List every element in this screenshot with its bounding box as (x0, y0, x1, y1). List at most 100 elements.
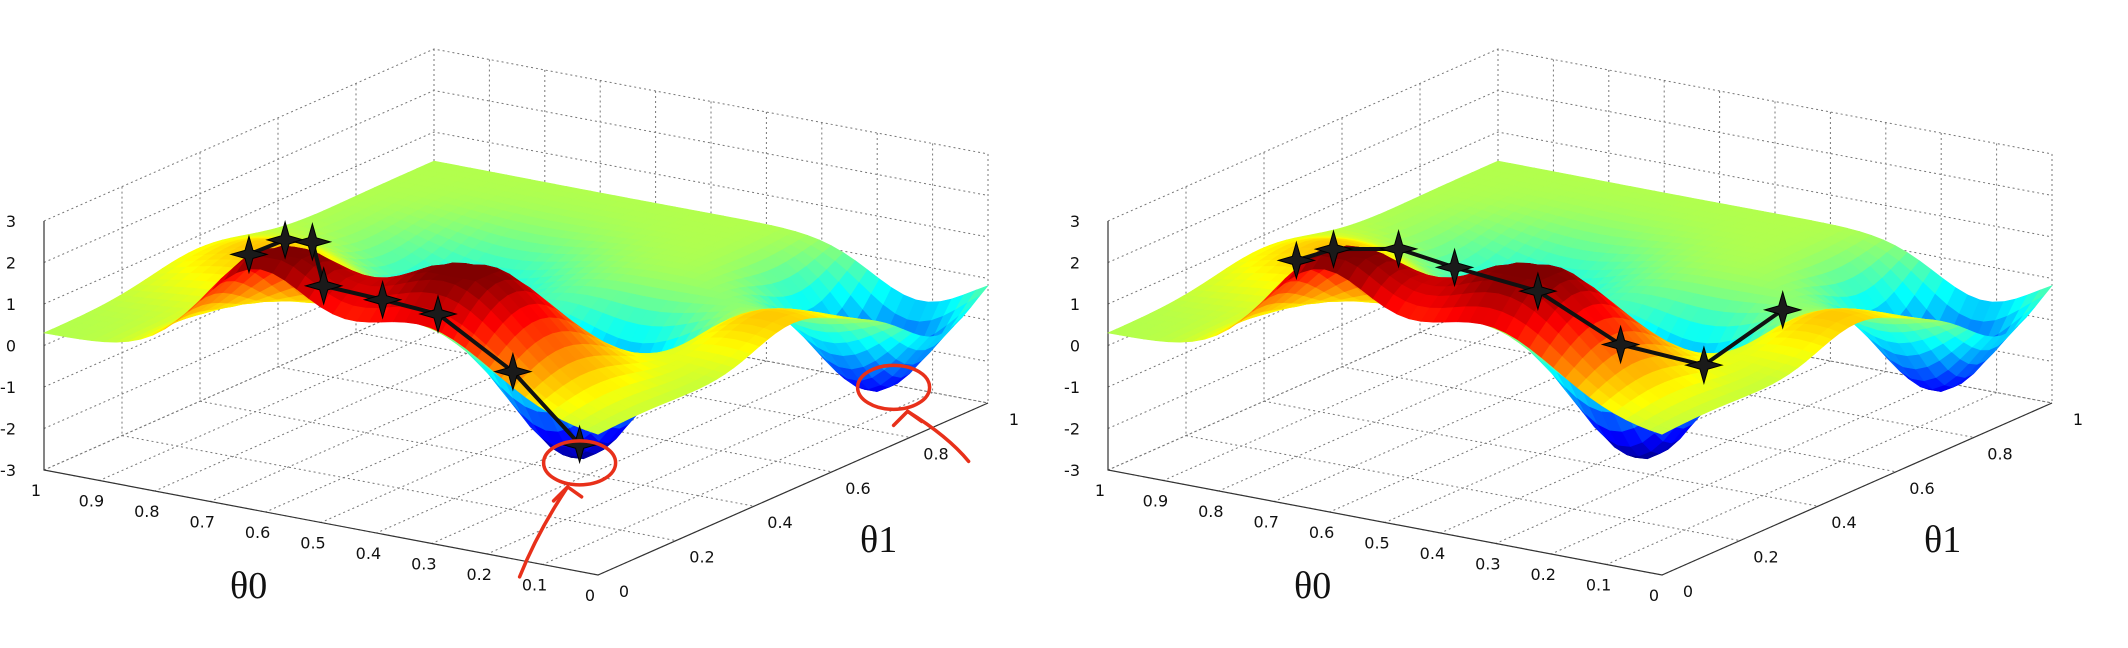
z-tick-label: -3 (0, 461, 16, 480)
tick-labels: 3 2 1 0 -1 -2 -3 1 0.9 0.8 0.7 0.6 0.5 0.4 0.3 0.2 0.1 0 0… (0, 212, 1019, 605)
z-tick-label: 1 (1070, 295, 1080, 314)
theta0-tick-label: 0.7 (189, 513, 214, 532)
descent-step-marker (1313, 229, 1354, 269)
grid-line-floor (99, 308, 490, 481)
theta1-tick-label: 0.8 (1987, 444, 2012, 463)
theta0-tick-label: 0.9 (79, 492, 104, 511)
theta1-tick-label: 0 (619, 582, 629, 601)
theta0-tick-label: 0.6 (245, 523, 270, 542)
chart-svg-left: 3 2 1 0 -1 -2 -3 1 0.9 0.8 0.7 0.6 0.5 0.4 0.3 0.2 0.1 0 0… (0, 48, 1019, 607)
axis-edges (43, 221, 989, 576)
descent-step-marker (1434, 247, 1475, 288)
theta0-tick-label: 1 (31, 481, 41, 500)
theta0-tick-label: 0.5 (1364, 534, 1389, 553)
theta0-tick-label: 0.9 (1143, 492, 1168, 511)
grid-line-z (1107, 131, 2053, 305)
grid-line-floor (1495, 371, 1887, 544)
grid-line-floor (542, 392, 933, 565)
theta1-tick-label: 1 (1009, 410, 1019, 429)
grid-line-floor (376, 360, 767, 534)
grid-line-floor (1185, 435, 1741, 542)
theta1-tick-label: 0.4 (767, 513, 792, 532)
theta1-axis-title: θ1 (860, 519, 897, 561)
grid-line-floor (486, 381, 878, 555)
theta0-axis-title: θ0 (1294, 565, 1331, 607)
descent-step-marker (1684, 345, 1724, 385)
annotation-arrowhead (551, 484, 584, 503)
theta1-tick-label: 0.8 (923, 444, 948, 463)
theta0-tick-label: 0.2 (466, 565, 491, 584)
z-tick-label: -3 (1064, 461, 1080, 480)
grid-line-floor (121, 435, 677, 542)
z-tick-label: -2 (1064, 420, 1080, 439)
grid-line-floor (1606, 392, 1997, 565)
descent-step-marker (1600, 324, 1641, 365)
theta0-tick-label: 0.7 (1253, 513, 1278, 532)
annotation-arrowhead (891, 409, 924, 428)
descent-path (229, 220, 600, 465)
descent-step-marker (1378, 229, 1419, 269)
z-tick-label: 2 (1070, 254, 1080, 273)
tick-labels: 3 2 1 0 -1 -2 -3 1 0.9 0.8 0.7 0.6 0.5 0.4 0.3 0.2 0.1 0 0… (1064, 212, 2083, 605)
surface (1106, 160, 2053, 460)
minimum-circle (855, 363, 932, 412)
z-tick-label: 0 (6, 337, 16, 356)
z-tick-label: 3 (1070, 212, 1080, 231)
theta1-tick-label: 0.6 (845, 479, 870, 498)
theta0-tick-label: 0.5 (300, 534, 325, 553)
descent-step-marker (1518, 271, 1558, 311)
grid-line-floor (1163, 308, 1554, 481)
theta1-axis-title: θ1 (1924, 519, 1961, 561)
axis-edge (43, 221, 989, 576)
descent-step-marker (1762, 290, 1803, 330)
theta1-tick-label: 0.2 (1753, 548, 1778, 567)
grid-line-floor (1550, 381, 1942, 555)
minima-annotations (517, 363, 971, 579)
surface-chart-right: 3 2 1 0 -1 -2 -3 1 0.9 0.8 0.7 0.6 0.5 0.4 0.3 0.2 0.1 0 0… (1064, 0, 2128, 648)
theta0-tick-label: 0.6 (1309, 523, 1334, 542)
grid-line-z (43, 131, 989, 305)
theta1-tick-label: 0.4 (1831, 513, 1856, 532)
surface (42, 160, 989, 460)
theta0-tick-label: 0.2 (1530, 565, 1555, 584)
annotation-arrow (517, 485, 570, 579)
theta0-tick-label: 0 (585, 586, 595, 605)
theta0-tick-label: 0 (1649, 586, 1659, 605)
surface-chart-left: 3 2 1 0 -1 -2 -3 1 0.9 0.8 0.7 0.6 0.5 0.4 0.3 0.2 0.1 0 0… (0, 48, 1019, 607)
chart-svg-right: 3 2 1 0 -1 -2 -3 1 0.9 0.8 0.7 0.6 0.5 0.4 0.3 0.2 0.1 0 0… (1064, 48, 2083, 607)
z-tick-label: -1 (1064, 378, 1080, 397)
theta0-tick-label: 0.8 (1198, 502, 1223, 521)
descent-step-marker (292, 222, 333, 262)
z-tick-label: 2 (6, 254, 16, 273)
axis-edge (1107, 221, 2053, 576)
minimum-circle (541, 439, 618, 487)
z-tick-label: -2 (0, 420, 16, 439)
descent-step-marker (229, 234, 269, 275)
theta0-axis-title: θ0 (230, 565, 267, 607)
grid-line-floor (1263, 400, 1819, 507)
descent-step-marker (1276, 240, 1317, 281)
descent-step-marker (265, 220, 305, 260)
theta0-tick-label: 0.4 (356, 544, 381, 563)
theta1-tick-label: 0.2 (689, 548, 714, 567)
theta1-tick-label: 0 (1683, 582, 1693, 601)
theta0-tick-label: 0.1 (1586, 576, 1611, 595)
axis-edges (1107, 221, 2053, 576)
descent-step-marker (493, 351, 533, 392)
grid-line-floor (1440, 360, 1831, 534)
theta0-tick-label: 0.8 (134, 502, 159, 521)
z-tick-label: 1 (6, 295, 16, 314)
grid-line-floor (43, 297, 435, 471)
theta0-tick-label: 0.4 (1420, 544, 1445, 563)
z-tick-label: 3 (6, 212, 16, 231)
z-tick-label: 0 (1070, 337, 1080, 356)
descent-path (1276, 229, 1803, 385)
theta0-tick-label: 1 (1095, 481, 1105, 500)
theta0-tick-label: 0.3 (1475, 555, 1500, 574)
grid-line-floor (431, 371, 823, 544)
surface-patch (585, 425, 608, 435)
theta1-tick-label: 1 (2073, 410, 2083, 429)
theta0-tick-label: 0.1 (522, 576, 547, 595)
theta1-tick-label: 0.6 (1909, 479, 1934, 498)
grid-line-floor (199, 400, 755, 507)
